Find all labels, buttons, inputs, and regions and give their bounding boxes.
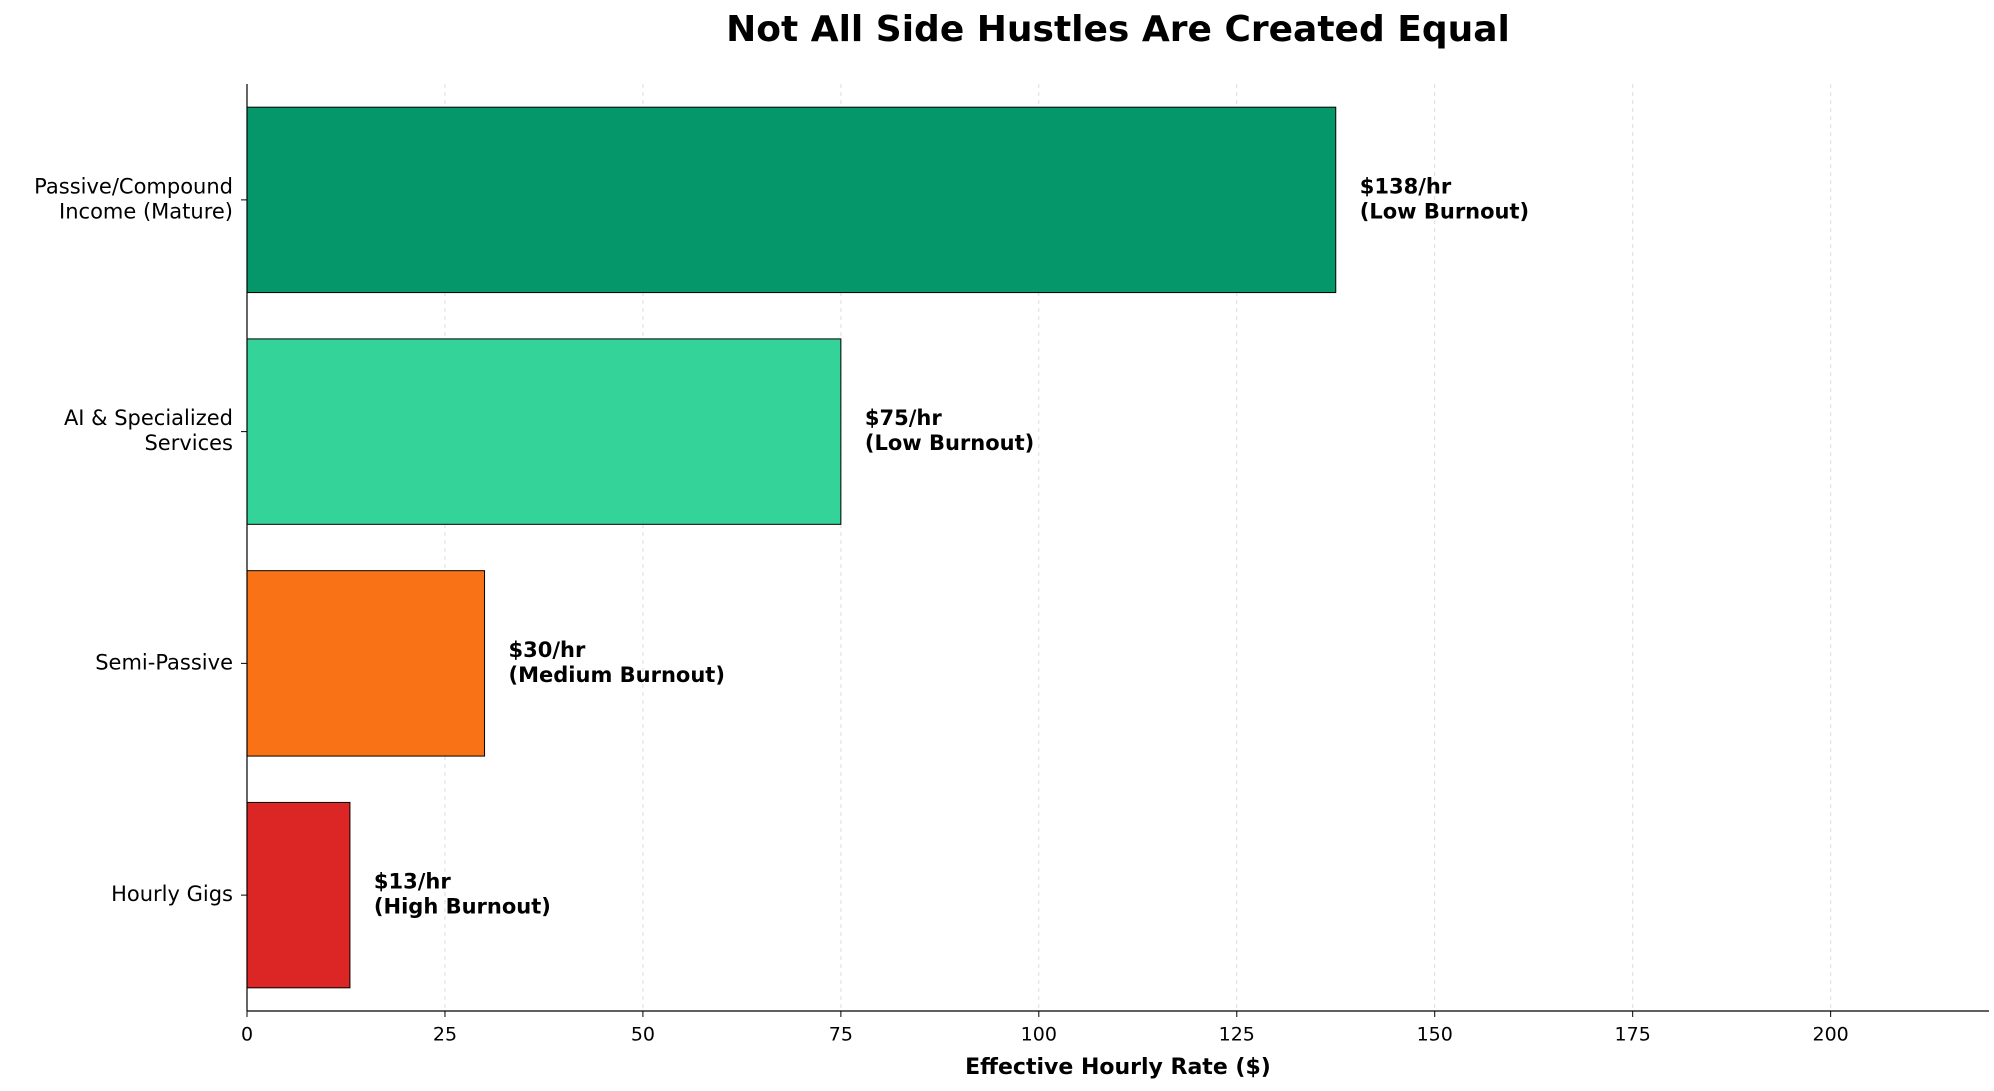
x-tick-label: 0 [241,1024,253,1046]
value-label: $13/hr (High Burnout) [374,870,551,919]
x-tick-label: 200 [1813,1024,1849,1046]
x-tick-label: 50 [631,1024,655,1046]
bar [246,338,842,525]
bar [246,801,351,989]
bar [246,106,1337,294]
y-tick-label: Passive/Compound Income (Mature) [34,174,233,223]
y-tick-label: Semi-Passive [95,650,233,674]
x-axis-label: Effective Hourly Rate ($) [965,1055,1271,1080]
value-label: $75/hr (Low Burnout) [865,406,1034,455]
x-tick-label: 100 [1021,1024,1057,1046]
y-tick-label: Hourly Gigs [111,882,233,906]
chart-title: Not All Side Hustles Are Created Equal [726,9,1510,50]
x-tick-label: 150 [1417,1024,1453,1046]
y-tick-label: AI & Specialized Services [64,406,233,455]
x-tick-label: 175 [1615,1024,1651,1046]
x-tick-label: 25 [433,1024,457,1046]
value-label: $138/hr (Low Burnout) [1360,174,1529,223]
x-tick-label: 75 [829,1024,853,1046]
bar [246,570,486,757]
value-label: $30/hr (Medium Burnout) [509,638,725,687]
x-tick-label: 125 [1219,1024,1255,1046]
